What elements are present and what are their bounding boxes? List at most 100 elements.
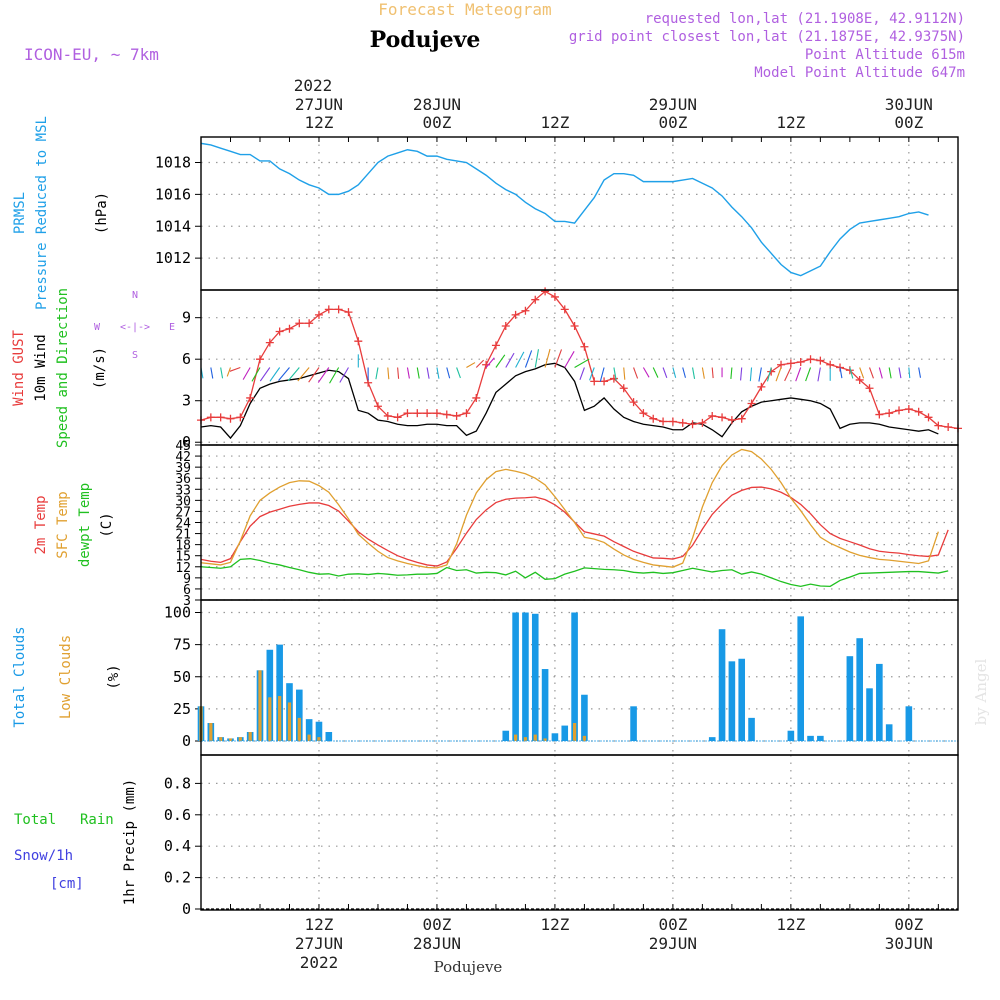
compass-mid: <-|-> xyxy=(120,322,150,333)
top-date-label: 30JUN xyxy=(885,95,933,114)
wind-direction-arrow xyxy=(397,367,400,379)
top-date-label: 29JUN xyxy=(649,95,697,114)
gust-marker xyxy=(904,405,913,414)
wind-direction-arrow xyxy=(505,352,515,368)
total-cloud-bar xyxy=(885,724,893,741)
gust-marker xyxy=(914,407,923,416)
footer-location: Podujeve xyxy=(434,958,503,976)
gust-marker xyxy=(855,375,864,384)
total-cloud-bar xyxy=(571,612,578,741)
wind-direction-arrow xyxy=(339,367,349,383)
wind-direction-arrow xyxy=(287,367,300,382)
gust-marker xyxy=(619,384,628,393)
wind-direction-arrow xyxy=(839,367,843,379)
tsfc-line xyxy=(200,448,939,569)
pressure-line xyxy=(200,142,929,277)
total-cloud-bar xyxy=(708,737,716,741)
y-tick-label: 45 xyxy=(175,439,191,454)
wind-axis-labels: Wind GUST 10m Wind Speed and Direction (… xyxy=(11,288,108,448)
gust-marker xyxy=(885,409,894,418)
gust-marker xyxy=(580,342,589,351)
total-cloud-bar xyxy=(866,688,873,741)
bottom-date-label: 30JUN xyxy=(885,934,933,953)
gust-marker xyxy=(629,398,638,407)
low-cloud-bar xyxy=(219,737,223,741)
panel-1-grid: 0 3 6 9 xyxy=(182,290,958,451)
total-cloud-bar xyxy=(325,732,333,741)
gust-marker xyxy=(737,414,746,423)
cloud-unit-label: (%) xyxy=(106,664,122,689)
gust-marker xyxy=(934,421,943,430)
y-tick-label: 75 xyxy=(173,636,191,654)
bottom-hour-label: 00Z xyxy=(894,915,923,934)
wind-direction-arrow xyxy=(701,367,705,379)
panel-frame-0 xyxy=(200,136,959,291)
y-tick-label: 42 xyxy=(175,450,191,465)
gust-marker xyxy=(786,359,795,368)
wind-direction-arrow xyxy=(888,367,892,379)
wind-direction-arrow xyxy=(574,358,590,368)
top-hour-label: 12Z xyxy=(305,113,334,132)
gust-marker xyxy=(324,305,333,314)
y-tick-label: 0 xyxy=(182,433,191,451)
temp-axis-labels: 2m Temp SFC Temp dewpt Temp (C) xyxy=(33,483,115,567)
y-tick-label: 24 xyxy=(175,517,191,532)
wind-direction-arrow xyxy=(878,367,883,379)
gust-marker xyxy=(727,416,736,425)
y-tick-label: 0.8 xyxy=(164,774,191,792)
wind-direction-arrow xyxy=(406,367,410,379)
gust-marker xyxy=(285,324,294,333)
gust-marker xyxy=(521,306,530,315)
pressure-label-unit: (hPa) xyxy=(94,192,110,234)
wind-direction-arrow xyxy=(317,367,330,383)
wind-direction-arrow xyxy=(534,349,540,368)
gust-marker xyxy=(432,409,441,418)
wind-direction-arrow xyxy=(297,367,310,382)
wind-direction-arrow xyxy=(308,367,320,383)
y-tick-label: 18 xyxy=(175,539,191,554)
wind-speed-line xyxy=(200,362,939,440)
wind-direction-arrow xyxy=(329,367,340,384)
gust-marker xyxy=(462,409,471,418)
gust-marker xyxy=(757,382,766,391)
y-tick-label: 0.6 xyxy=(164,806,191,824)
panel-0-grid: 1012 1014 1016 1018 xyxy=(155,137,958,290)
total-cloud-bar xyxy=(541,669,549,741)
top-hour-label: 12Z xyxy=(540,113,569,132)
gust-marker xyxy=(668,417,677,426)
y-tick-label: 1012 xyxy=(155,249,191,267)
panel-4-grid: 0 0.2 0.4 0.6 0.8 xyxy=(164,755,958,918)
low-cloud-bar xyxy=(258,670,262,741)
gust-marker xyxy=(659,417,668,426)
gust-marker xyxy=(649,414,658,423)
wind-direction-arrow xyxy=(229,366,241,372)
dewpt-label: dewpt Temp xyxy=(77,483,93,567)
y-tick-label: 12 xyxy=(175,561,191,576)
compass-s: S xyxy=(132,350,138,361)
gust-marker xyxy=(816,356,825,365)
top-year-label: 2022 xyxy=(294,76,333,95)
bottom-hour-label: 12Z xyxy=(776,915,805,934)
wind-direction-arrow xyxy=(544,348,551,368)
wind-direction-arrow xyxy=(766,367,772,382)
gust-marker xyxy=(826,360,835,369)
total-cloud-bar xyxy=(551,733,559,741)
total-cloud-bar xyxy=(748,717,755,741)
gust-marker xyxy=(236,413,245,422)
y-tick-label: 25 xyxy=(173,700,191,718)
wind-direction-arrow xyxy=(210,367,214,379)
wind-direction-arrow xyxy=(908,367,911,379)
total-cloud-bar xyxy=(807,735,814,741)
wind-direction-arrow xyxy=(495,354,506,368)
bottom-hour-label: 00Z xyxy=(422,915,451,934)
wind-direction-arrow xyxy=(220,367,224,379)
gust-marker xyxy=(708,411,717,420)
total-cloud-bar xyxy=(522,612,529,741)
y-tick-label: 3 xyxy=(183,594,191,609)
wind-direction-arrow xyxy=(859,367,865,379)
wind-direction-arrow xyxy=(918,367,922,378)
wind-direction-arrow xyxy=(642,367,650,378)
precip-unit-label: 1hr Precip (mm) xyxy=(122,779,138,905)
bottom-year-label: 2022 xyxy=(300,953,339,972)
